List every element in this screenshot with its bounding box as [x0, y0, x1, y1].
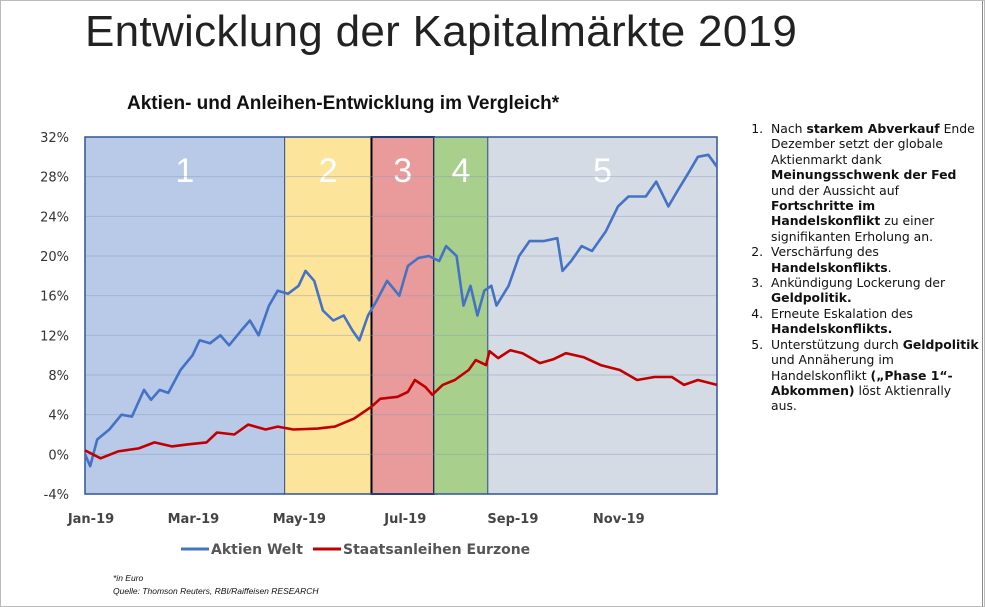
note-item: Verschärfung des Handelskonflikts. — [767, 244, 979, 275]
y-tick-label: 20% — [40, 250, 69, 265]
divider — [982, 1, 983, 606]
phase-band — [84, 136, 286, 495]
note-text: Nach — [771, 121, 807, 136]
y-tick-label: -4% — [44, 488, 69, 503]
x-tick-label: Jan-19 — [67, 512, 114, 527]
series-line — [84, 348, 718, 460]
note-emphasis: Fortschritte im Handelskonflikt — [771, 198, 881, 229]
x-tick-label: Jul-19 — [383, 512, 426, 527]
phase-label: 4 — [451, 152, 470, 190]
note-item: Ankündigung Lockerung der Geldpolitik. — [767, 275, 979, 306]
note-text: Erneute Eskalation des — [771, 305, 913, 321]
note-text: und Annäherung im Handelskonflikt — [771, 352, 894, 383]
note-emphasis: Handelskonflikts. — [771, 321, 893, 337]
plot-frame — [84, 136, 718, 495]
series-line — [83, 153, 719, 468]
note-text: Unterstützung durch — [771, 336, 903, 352]
note-emphasis: Handelskonflikts — [771, 259, 888, 275]
note-text: zu einer signifikanten Erholung an. — [771, 213, 935, 244]
y-tick-label: 16% — [40, 290, 69, 305]
phase-label: 1 — [175, 152, 194, 190]
note-emphasis: („Phase 1“-Abkommen) — [771, 367, 953, 398]
phase-label: 5 — [593, 152, 612, 190]
note-item: Nach starkem Abverkauf Ende Dezember set… — [767, 121, 979, 244]
source-note: Quelle: Thomson Reuters, RBI/Raiffeisen … — [113, 586, 319, 596]
y-tick-label: 12% — [40, 329, 69, 344]
note-item: Erneute Eskalation des Handelskonflikts. — [767, 306, 979, 337]
note-emphasis: starkem Abverkauf — [806, 121, 940, 136]
note-emphasis: Geldpolitik. — [771, 290, 852, 306]
note-text: und der Aussicht auf — [771, 182, 899, 198]
note-text: löst Aktienrally aus. — [771, 382, 952, 414]
phase-notes: Nach starkem Abverkauf Ende Dezember set… — [743, 121, 979, 414]
y-tick-label: 32% — [40, 131, 69, 146]
note-item: Unterstützung durch Geldpolitik und Annä… — [767, 337, 979, 414]
phase-band — [370, 136, 435, 495]
note-emphasis: Meinungsschwenk der Fed — [771, 167, 957, 183]
x-tick-label: May-19 — [273, 512, 326, 527]
legend-label: Staatsanleihen Eurzone — [343, 542, 530, 558]
note-emphasis: Geldpolitik — [902, 336, 979, 352]
y-tick-label: 24% — [40, 210, 69, 225]
phase-label: 2 — [319, 152, 338, 190]
page-title: Entwicklung der Kapitalmärkte 2019 — [85, 7, 798, 56]
y-tick-label: 8% — [48, 369, 69, 384]
phase-band — [487, 136, 718, 495]
y-tick-label: 0% — [48, 448, 69, 463]
y-tick-label: 4% — [48, 409, 69, 424]
x-tick-label: Sep-19 — [487, 512, 538, 527]
x-tick-label: Mar-19 — [168, 512, 220, 527]
x-tick-label: Nov-19 — [593, 512, 645, 527]
note-text: . — [887, 259, 892, 275]
y-tick-label: 28% — [40, 171, 69, 186]
phase-band — [433, 136, 489, 495]
footnote: *in Euro — [113, 573, 144, 583]
phase-label: 3 — [393, 152, 412, 190]
chart-title: Aktien- und Anleihen-Entwicklung im Verg… — [127, 93, 560, 114]
note-text: Ende Dezember setzt der globale Aktienma… — [771, 121, 975, 167]
note-text: Verschärfung des — [771, 244, 879, 260]
legend-label: Aktien Welt — [211, 542, 303, 558]
note-text: Ankündigung Lockerung der — [771, 275, 946, 291]
